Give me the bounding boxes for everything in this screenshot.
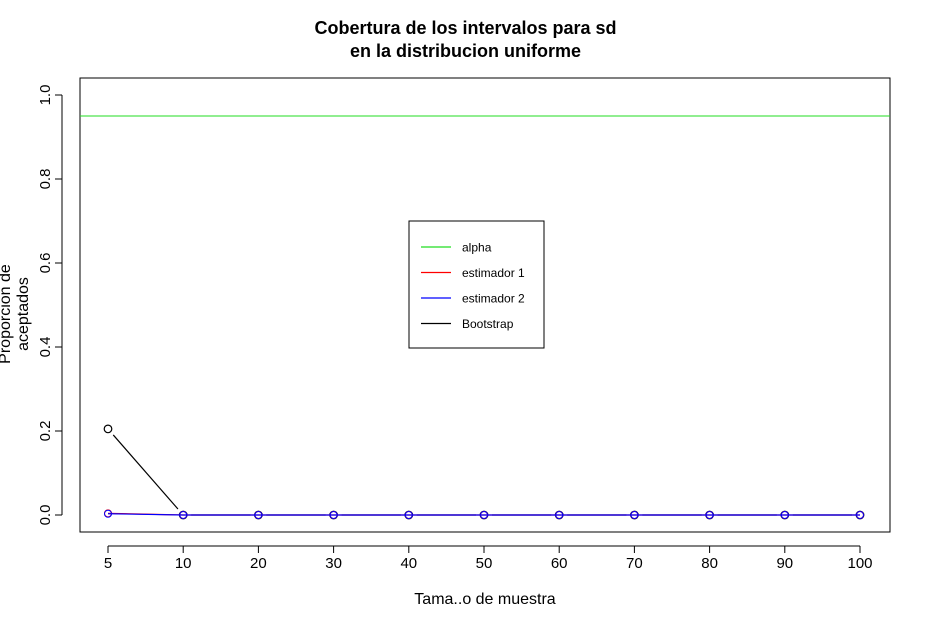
y-tick-label: 1.0 (37, 85, 54, 106)
x-axis-label: Tama..o de muestra (414, 591, 556, 608)
data-point (705, 511, 714, 519)
data-point (630, 511, 639, 519)
y-axis-label: Proporcion de aceptados (0, 264, 32, 364)
x-axis: 5 10 20 30 40 50 60 70 80 90 100 (104, 545, 873, 572)
chart-title: Cobertura de los intervalos para sd (314, 18, 617, 38)
plot-frame (79, 77, 891, 533)
x-tick-label: 5 (104, 555, 112, 572)
legend-label: Bootstrap (462, 317, 514, 331)
y-tick-label: 0.0 (37, 505, 54, 526)
x-tick-label: 60 (551, 555, 568, 572)
x-tick-label: 80 (701, 555, 718, 572)
data-point (103, 424, 113, 434)
x-tick-label: 90 (776, 555, 793, 572)
data-point (555, 511, 564, 519)
series-group (103, 424, 865, 520)
series-estimador-2 (104, 509, 864, 519)
x-tick-label: 50 (476, 555, 493, 572)
y-tick-label: 0.2 (37, 421, 54, 442)
data-point (404, 511, 413, 519)
legend-label: estimador 2 (462, 292, 525, 306)
y-axis: 0.0 0.2 0.4 0.6 0.8 1.0 (37, 85, 63, 526)
y-tick-label: 0.4 (37, 337, 54, 358)
y-tick-label: 0.8 (37, 169, 54, 190)
series-segment (112, 434, 179, 510)
data-point (480, 511, 488, 519)
legend: alpha estimador 1 estimador 2 Bootstrap (408, 220, 545, 349)
series-line (107, 513, 860, 516)
y-tick-label: 0.6 (37, 253, 54, 274)
x-tick-label: 20 (250, 555, 267, 572)
data-point (254, 511, 263, 519)
x-tick-label: 30 (325, 555, 342, 572)
data-point (780, 511, 789, 519)
legend-box (408, 220, 545, 349)
series-bootstrap (103, 424, 865, 520)
x-tick-label: 40 (400, 555, 417, 572)
legend-label: estimador 1 (462, 266, 525, 280)
data-point (856, 511, 864, 519)
legend-label: alpha (462, 241, 492, 255)
data-point (104, 509, 112, 518)
data-point (329, 511, 338, 519)
x-tick-label: 100 (847, 555, 872, 572)
chart-subtitle: en la distribucion uniforme (349, 41, 582, 61)
x-tick-label: 70 (626, 555, 643, 572)
data-point (179, 511, 188, 519)
x-tick-label: 10 (175, 555, 192, 572)
